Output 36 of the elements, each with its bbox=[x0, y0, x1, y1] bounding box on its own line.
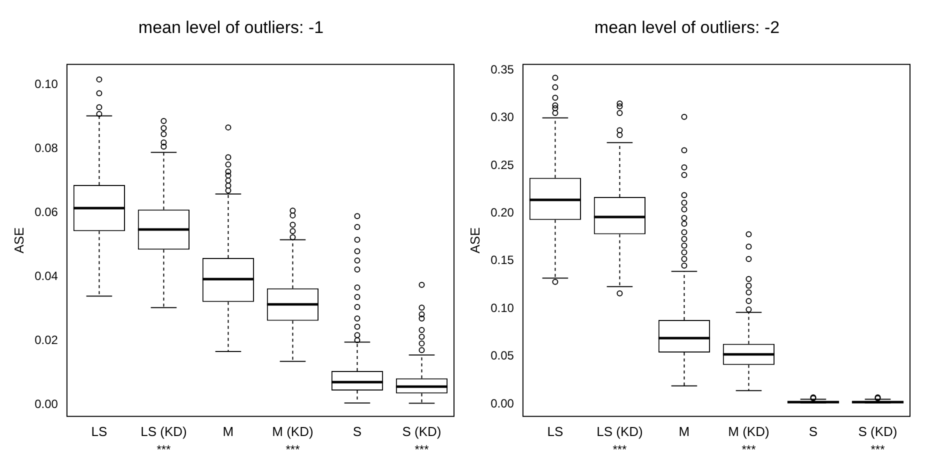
text: *** bbox=[612, 442, 628, 456]
y-tick-label: 0.10 bbox=[490, 300, 514, 315]
chart-title: mean level of outliers: -1 bbox=[138, 18, 324, 37]
y-tick-label: 0.25 bbox=[490, 158, 514, 172]
text: *** bbox=[414, 442, 430, 456]
y-tick-label: 0.08 bbox=[34, 141, 58, 156]
y-tick-label: 0.05 bbox=[490, 348, 514, 363]
text: *** bbox=[742, 442, 756, 456]
text: *** bbox=[870, 442, 886, 456]
text: *** bbox=[286, 442, 300, 456]
y-tick-label: 0.10 bbox=[34, 77, 58, 92]
y-axis-title: ASE bbox=[467, 227, 482, 254]
y-tick-label: 0.00 bbox=[34, 397, 58, 412]
x-tick-label: LS bbox=[547, 424, 564, 439]
y-tick-label: 0.00 bbox=[490, 396, 514, 410]
y-tick-label: 0.04 bbox=[34, 269, 58, 284]
x-tick-label: LS bbox=[91, 424, 108, 439]
x-tick-label: M bbox=[678, 424, 690, 439]
y-tick-label: 0.06 bbox=[34, 205, 58, 220]
y-tick-label: 0.02 bbox=[34, 333, 58, 348]
text: *** bbox=[156, 442, 172, 456]
x-tick-label: M (KD) bbox=[272, 424, 314, 439]
y-tick-label: 0.15 bbox=[490, 253, 514, 268]
x-tick-label: S bbox=[352, 424, 362, 439]
x-tick-label: LS (KD) bbox=[596, 424, 643, 439]
y-axis-title: ASE bbox=[11, 227, 26, 254]
y-tick-label: 0.35 bbox=[490, 62, 514, 76]
x-tick-label: S (KD) bbox=[402, 424, 442, 439]
x-tick-label: M (KD) bbox=[728, 424, 770, 439]
y-tick-label: 0.20 bbox=[490, 206, 514, 220]
y-tick-label: 0.30 bbox=[490, 110, 514, 124]
x-tick-label: S bbox=[808, 424, 818, 439]
x-tick-label: M bbox=[222, 424, 234, 439]
x-tick-label: S (KD) bbox=[858, 424, 898, 439]
chart-title: mean level of outliers: -2 bbox=[594, 18, 780, 37]
x-tick-label: LS (KD) bbox=[140, 424, 187, 439]
